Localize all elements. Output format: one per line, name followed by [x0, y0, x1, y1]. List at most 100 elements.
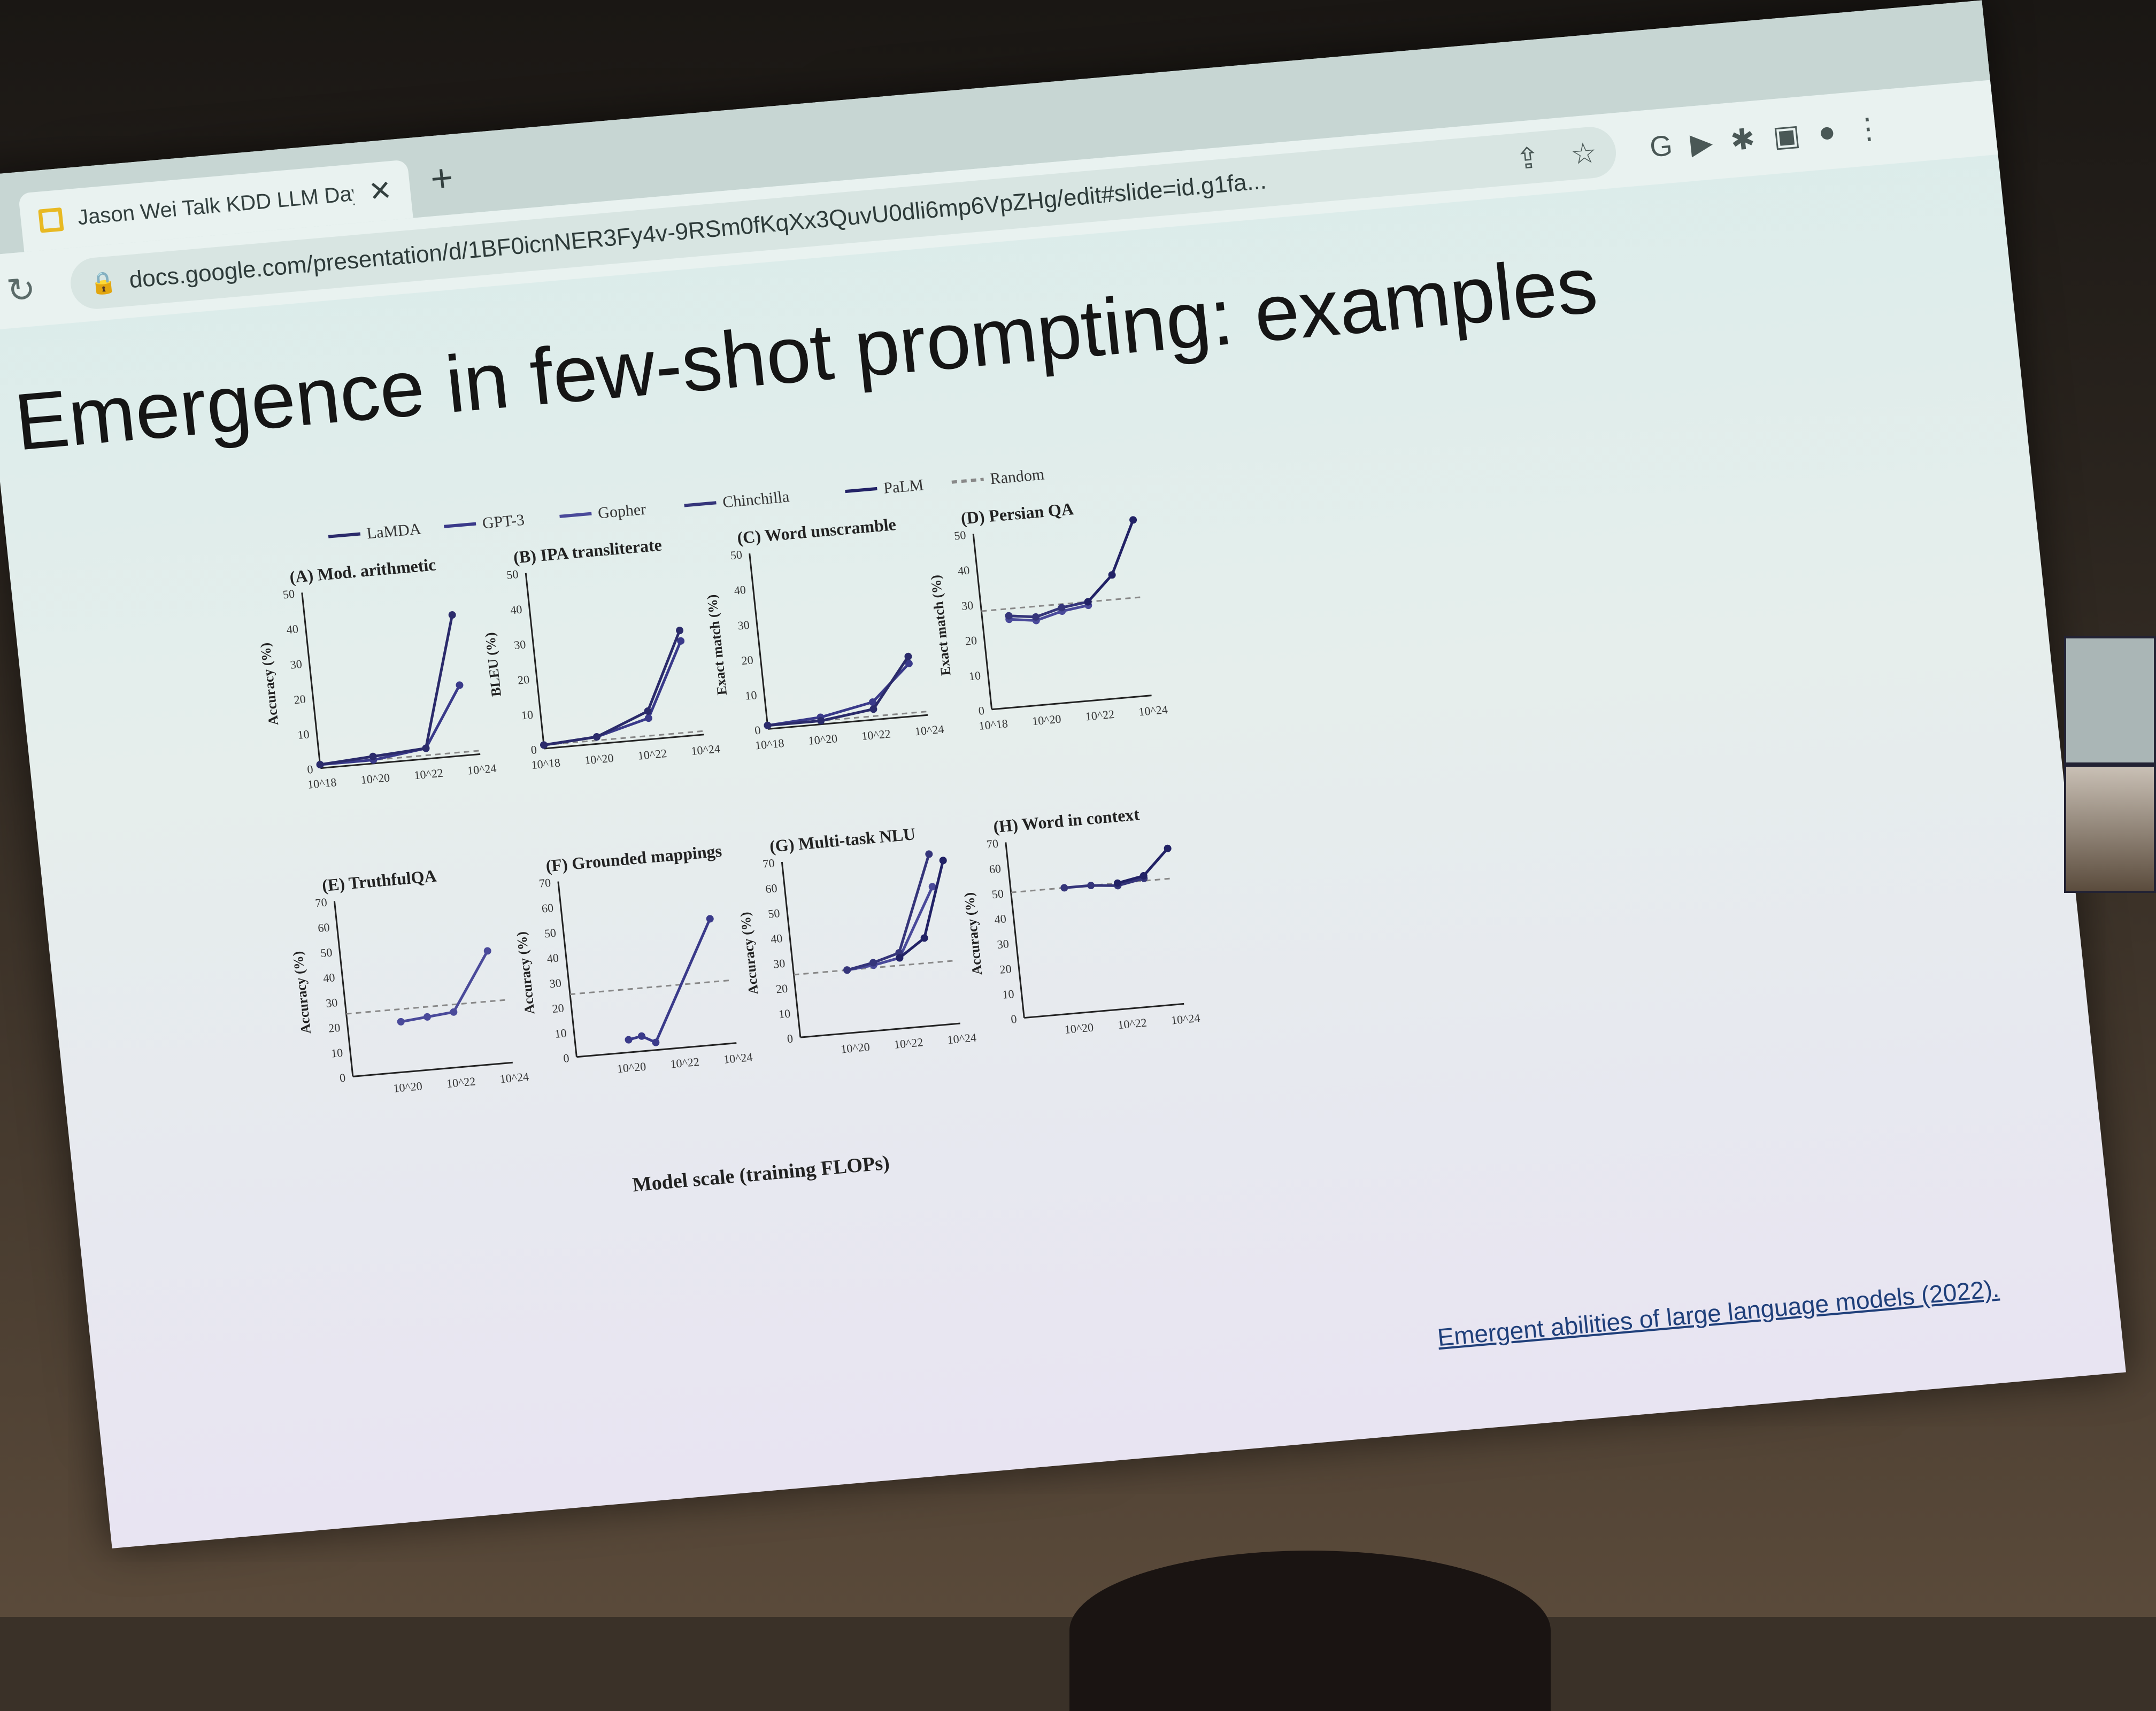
data-point — [925, 850, 933, 858]
new-tab-button[interactable]: + — [428, 156, 456, 201]
series-line — [1087, 519, 1135, 603]
projected-screen: Jason Wei Talk KDD LLM Day ✕ + ↻ 🔒 docs.… — [0, 0, 2126, 1548]
x-tick-label: 10^20 — [1064, 1020, 1095, 1036]
y-tick-label: 30 — [325, 996, 338, 1010]
chart-panel: (H) Word in context Accuracy (%) 0 10 20 30 40… — [961, 804, 1201, 1036]
chart-panel: (A) Mod. arithmetic Accuracy (%) 0 10 20 30 40… — [257, 554, 497, 791]
y-tick-label: 20 — [741, 653, 754, 667]
data-point — [652, 1038, 660, 1046]
bookmark-star-icon[interactable]: ☆ — [1569, 136, 1599, 171]
share-icon[interactable]: ⇪ — [1514, 141, 1542, 175]
series-line — [543, 630, 681, 746]
random-baseline-line — [569, 979, 730, 996]
x-tick-label: 10^20 — [807, 731, 838, 747]
y-tick-label: 30 — [961, 598, 974, 613]
x-tick-label: 10^20 — [584, 751, 614, 767]
y-tick-label: 0 — [306, 762, 314, 776]
close-tab-icon[interactable]: ✕ — [367, 175, 394, 208]
google-extension-icon[interactable]: G — [1648, 129, 1674, 164]
data-point — [939, 857, 947, 865]
y-axis — [557, 881, 578, 1057]
participant-thumbnail[interactable] — [2064, 636, 2156, 765]
data-point — [644, 707, 652, 715]
data-point — [637, 1032, 645, 1040]
data-point — [456, 681, 464, 689]
data-point — [1129, 516, 1137, 524]
tab-title: Jason Wei Talk KDD LLM Day — [76, 181, 356, 229]
data-point — [397, 1018, 405, 1026]
data-point — [540, 741, 548, 749]
legend-swatch — [328, 532, 361, 538]
x-axis — [1024, 1003, 1184, 1019]
x-tick-label: 10^20 — [840, 1040, 871, 1056]
legend-item: GPT-3 — [444, 511, 525, 532]
x-tick-label: 10^22 — [446, 1075, 476, 1091]
chart-panel: (G) Multi-task NLU Accuracy (%) 0 10 20 30 40 5… — [737, 824, 977, 1056]
data-point — [1108, 571, 1116, 579]
x-axis — [576, 1042, 737, 1058]
data-point — [676, 627, 684, 635]
x-tick-label: 10^24 — [1138, 703, 1168, 719]
y-tick-label: 0 — [787, 1031, 794, 1045]
data-point — [1058, 604, 1066, 612]
y-tick-label: 40 — [957, 563, 971, 577]
chart-legend: LaMDA GPT-3 Gopher Chinchilla PaLM Random — [328, 466, 1045, 542]
y-axis — [1005, 842, 1025, 1018]
y-tick-label: 10 — [330, 1046, 344, 1060]
y-tick-label: 0 — [563, 1051, 570, 1065]
x-tick-label: 10^24 — [1171, 1011, 1201, 1027]
legend-swatch — [444, 522, 476, 528]
menu-kebab-icon[interactable]: ⋮ — [1852, 111, 1884, 146]
y-tick-label: 50 — [953, 528, 967, 543]
panel-title: (G) Multi-task NLU — [768, 824, 917, 856]
data-point — [1087, 882, 1095, 890]
data-point — [483, 947, 491, 955]
play-extension-icon[interactable]: ▶ — [1689, 126, 1714, 160]
data-point — [869, 705, 877, 713]
x-tick-label: 10^18 — [530, 756, 561, 772]
y-tick-label: 40 — [322, 970, 336, 985]
side-panel-icon[interactable]: ▣ — [1771, 118, 1802, 153]
y-tick-label: 50 — [730, 548, 743, 562]
data-point — [905, 659, 913, 667]
extension-icons: G ▶ ✱ ▣ ● ⋮ — [1630, 110, 1884, 166]
y-tick-label: 70 — [986, 837, 999, 851]
y-tick-label: 50 — [991, 887, 1005, 901]
y-tick-label: 70 — [762, 856, 775, 870]
legend-label: Chinchilla — [722, 488, 790, 511]
data-point — [764, 721, 772, 729]
data-point — [904, 652, 912, 660]
panel-title: (E) TruthfulQA — [321, 866, 437, 895]
y-tick-label: 20 — [293, 692, 306, 707]
reload-icon[interactable]: ↻ — [4, 269, 37, 310]
legend-swatch — [684, 501, 717, 507]
legend-item: Chinchilla — [684, 488, 790, 511]
y-tick-label: 10 — [297, 727, 310, 742]
citation-link[interactable]: Emergent abilities of large language mod… — [1436, 1274, 2000, 1352]
series-line — [767, 656, 910, 727]
shared-x-axis-label: Model scale (training FLOPs) — [632, 1152, 891, 1197]
x-axis — [768, 714, 928, 730]
y-tick-label: 30 — [996, 937, 1010, 951]
puzzle-extension-icon[interactable]: ✱ — [1729, 122, 1757, 157]
y-axis — [749, 553, 769, 729]
participant-thumbnails — [2064, 636, 2156, 893]
y-axis-label: Accuracy (%) — [290, 951, 314, 1035]
panel-title: (D) Persian QA — [960, 499, 1074, 528]
x-tick-label: 10^20 — [392, 1079, 423, 1095]
random-baseline-line — [346, 999, 506, 1015]
random-baseline-line — [543, 730, 704, 746]
series-line — [320, 684, 461, 766]
audience-thumbnail[interactable] — [2064, 765, 2156, 893]
data-point — [450, 1008, 458, 1016]
data-point — [677, 637, 685, 645]
y-tick-label: 0 — [1010, 1012, 1018, 1026]
random-baseline-line — [767, 711, 928, 727]
data-point — [1164, 844, 1172, 852]
y-tick-label: 20 — [551, 1001, 565, 1015]
series-line — [1064, 877, 1144, 889]
profile-icon[interactable]: ● — [1816, 115, 1837, 149]
y-tick-label: 20 — [328, 1021, 341, 1035]
series-line — [1008, 600, 1089, 619]
y-tick-label: 10 — [744, 688, 758, 703]
